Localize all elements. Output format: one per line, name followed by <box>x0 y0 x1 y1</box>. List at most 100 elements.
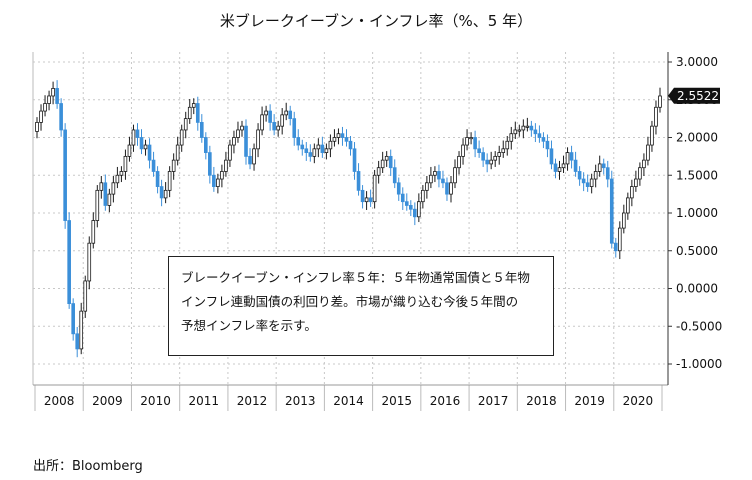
x-tick-label: 2017 <box>478 394 509 408</box>
candle-body <box>489 159 493 165</box>
candle-body <box>216 178 220 187</box>
candle-body <box>509 133 514 142</box>
candle-body <box>208 152 212 176</box>
candle-body <box>364 197 369 203</box>
candle-body <box>545 140 550 150</box>
candle-body <box>505 140 510 150</box>
candle-body <box>413 208 417 218</box>
grid-lines <box>32 52 668 385</box>
candle-body <box>111 182 116 195</box>
candle-body <box>384 155 389 161</box>
candle-body <box>400 193 405 203</box>
candle-body <box>187 106 192 120</box>
candle-body <box>360 189 365 203</box>
candle-body <box>473 137 477 150</box>
candle-body <box>183 118 188 131</box>
candle-body <box>658 95 662 108</box>
candle-body <box>650 125 654 146</box>
candle-body <box>179 129 184 146</box>
candle-body <box>437 171 441 180</box>
y-tick-label: 0.0000 <box>676 282 718 296</box>
candle-body <box>300 144 305 150</box>
axes: 3.00002.50002.00001.50001.00000.50000.00… <box>33 52 722 411</box>
candle-body <box>99 182 104 191</box>
candle-body <box>195 103 200 123</box>
candle-body <box>71 303 75 335</box>
candle-body <box>119 171 124 176</box>
x-tick-label: 2008 <box>44 394 75 408</box>
candle-body <box>525 125 530 128</box>
candle-body <box>609 178 614 244</box>
candle-body <box>155 171 160 187</box>
y-tick-label: 3.0000 <box>676 55 718 69</box>
candle-body <box>147 144 152 161</box>
x-tick-label: 2013 <box>285 394 316 408</box>
candle-body <box>501 148 506 153</box>
candle-body <box>404 201 409 206</box>
candle-body <box>461 144 465 157</box>
candle-body <box>513 129 518 135</box>
candle-body <box>336 133 341 138</box>
candle-body <box>372 174 377 203</box>
candle-body <box>171 159 176 172</box>
chart-title: 米ブレークイーブン・インフレ率（%、5 年） <box>219 12 533 30</box>
candle-body <box>352 148 357 172</box>
candle-body <box>191 103 196 108</box>
candle-body <box>328 140 333 150</box>
candle-body <box>316 144 321 150</box>
candle-body <box>613 242 618 252</box>
candle-body <box>585 182 590 187</box>
candle-body <box>569 152 574 161</box>
candle-body <box>453 167 457 184</box>
candle-body <box>449 182 453 195</box>
candle-body <box>388 155 393 169</box>
candle-body <box>477 148 481 153</box>
candle-body <box>264 110 268 116</box>
candle-body <box>441 178 445 184</box>
candle-body <box>228 144 232 161</box>
candle-body <box>573 159 578 172</box>
candle-body <box>565 152 570 165</box>
candle-body <box>485 159 489 165</box>
source-note: 出所：Bloomberg <box>33 459 143 474</box>
candle-body <box>421 189 425 203</box>
candle-body <box>248 155 252 165</box>
candle-body <box>280 114 284 127</box>
candle-body <box>212 174 216 187</box>
x-tick-label: 2012 <box>237 394 268 408</box>
candle-body <box>593 171 598 180</box>
candle-body <box>139 137 144 150</box>
candle-body <box>35 122 39 132</box>
candle-body <box>340 133 345 138</box>
candle-body <box>445 182 449 195</box>
y-tick-label: 0.5000 <box>676 244 718 258</box>
candle-body <box>167 171 172 191</box>
candle-body <box>634 178 638 187</box>
last-value-label: 2.5522 <box>677 89 719 103</box>
candle-body <box>272 122 276 131</box>
x-tick-label: 2009 <box>92 394 123 408</box>
candle-body <box>59 103 63 131</box>
candle-body <box>577 171 582 180</box>
candle-body <box>638 167 642 180</box>
candle-body <box>324 148 329 153</box>
candle-body <box>75 333 80 350</box>
candle-body <box>47 95 51 104</box>
candle-body <box>51 88 55 97</box>
candle-body <box>589 178 594 187</box>
candle-body <box>276 125 280 131</box>
candle-body <box>597 163 602 172</box>
candle-body <box>348 140 353 150</box>
x-tick-label: 2015 <box>381 394 412 408</box>
candle-body <box>356 171 361 191</box>
candle-body <box>304 148 309 153</box>
candle-body <box>630 186 634 199</box>
candle-body <box>127 144 132 157</box>
candle-body <box>131 129 136 146</box>
last-value-box <box>668 87 720 104</box>
annotation-box: ブレークイーブン・インフレ率５年：５年物通常国債と５年物 インフレ連動国債の利回… <box>168 256 554 356</box>
annotation-line-1: ブレークイーブン・インフレ率５年：５年物通常国債と５年物 <box>181 270 530 285</box>
candle-body <box>63 129 67 221</box>
candle-body <box>224 159 228 172</box>
candle-body <box>396 182 401 195</box>
